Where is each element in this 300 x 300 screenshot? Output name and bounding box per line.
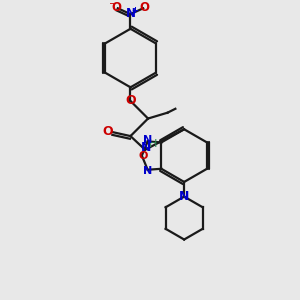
Text: N: N: [179, 190, 189, 203]
Text: O: O: [103, 125, 113, 138]
Text: O: O: [112, 1, 122, 14]
Text: O: O: [139, 1, 149, 14]
Text: −: −: [109, 0, 117, 9]
Text: H: H: [149, 139, 157, 149]
Text: N: N: [141, 141, 151, 154]
Text: O: O: [125, 94, 136, 107]
Text: N: N: [143, 136, 152, 146]
Text: N: N: [143, 166, 152, 176]
Text: N: N: [125, 7, 136, 20]
Text: +: +: [131, 6, 138, 15]
Text: O: O: [138, 151, 148, 160]
